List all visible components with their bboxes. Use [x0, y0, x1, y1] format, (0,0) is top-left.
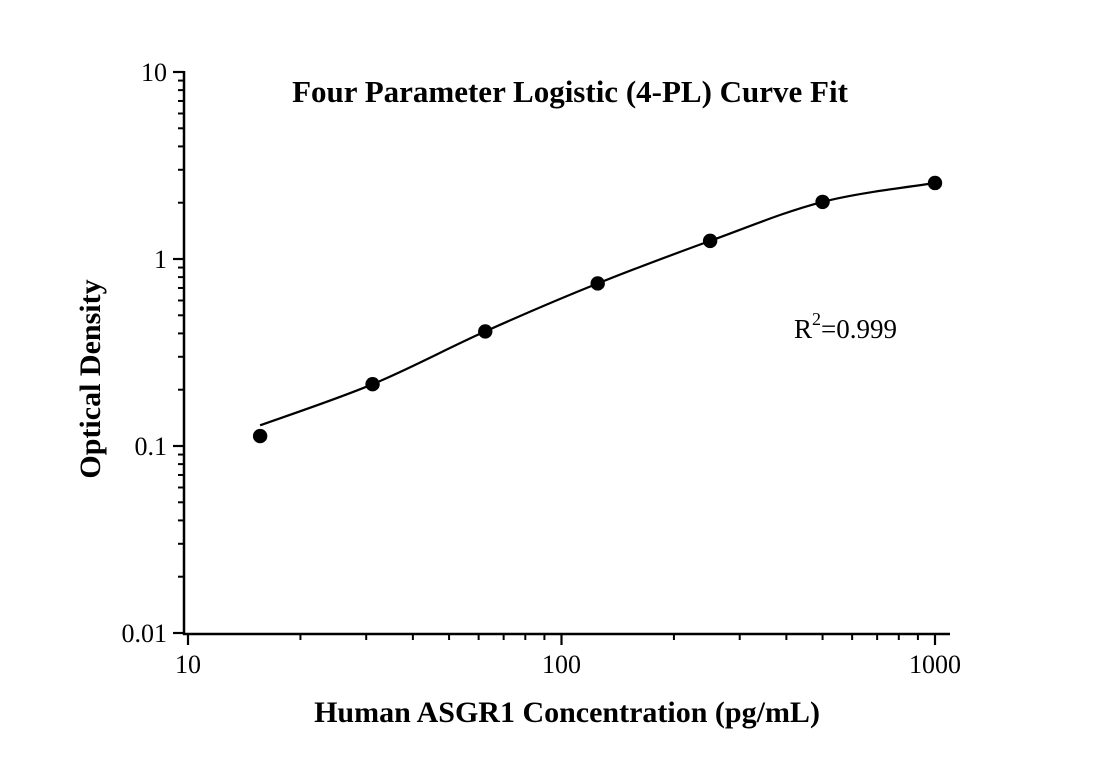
y-tick-label: 0.01 [122, 619, 168, 648]
chart-title: Four Parameter Logistic (4-PL) Curve Fit [292, 74, 849, 109]
x-tick-label: 1000 [909, 650, 961, 679]
r-squared-superscript: 2 [812, 309, 821, 329]
y-tick-label: 10 [141, 58, 167, 87]
y-tick-label: 1 [154, 245, 167, 274]
data-point [815, 194, 830, 210]
r-squared-base: R [794, 314, 812, 344]
data-point [365, 377, 380, 392]
axes: 10 100 1000 0.01 0.1 1 10 [122, 58, 962, 679]
r-squared-value: =0.999 [821, 314, 897, 344]
y-axis-label: Optical Density [74, 279, 107, 478]
x-tick-label: 100 [542, 650, 581, 679]
data-point [927, 175, 943, 191]
data-point [590, 276, 605, 291]
plot-series [252, 175, 943, 444]
data-point [478, 324, 493, 339]
x-axis-label: Human ASGR1 Concentration (pg/mL) [314, 696, 820, 729]
x-tick-label: 10 [175, 650, 201, 679]
data-point [252, 428, 268, 444]
y-tick-label: 0.1 [135, 432, 168, 461]
fit-curve [259, 181, 936, 427]
data-point [702, 233, 718, 249]
r-squared-annotation: R2=0.999 [794, 309, 897, 344]
